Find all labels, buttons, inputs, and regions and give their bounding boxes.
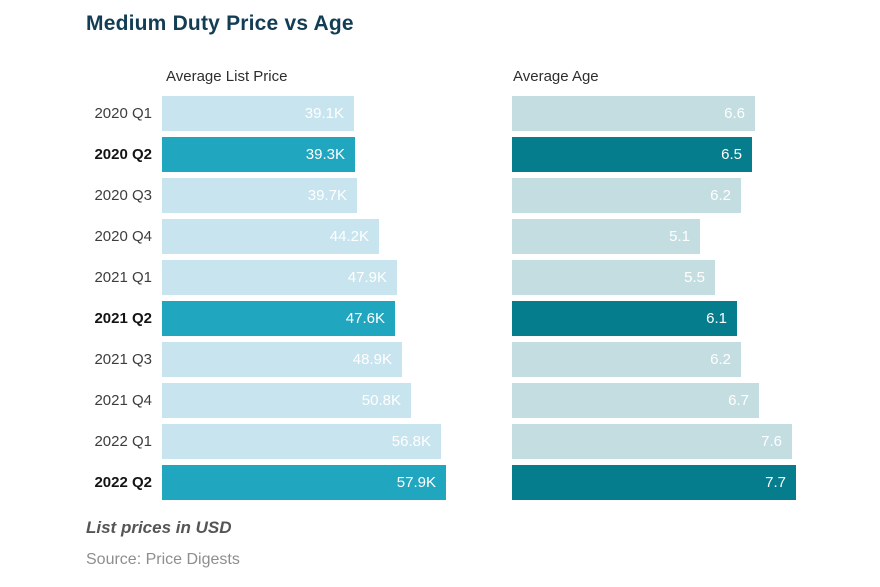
age-bar: 6.1 — [512, 301, 737, 336]
chart-row: 2020 Q4 44.2K 5.1 — [86, 219, 846, 254]
age-bar: 6.2 — [512, 178, 741, 213]
quarter-label: 2021 Q2 — [94, 310, 152, 327]
quarter-label: 2021 Q1 — [94, 269, 152, 286]
price-column-header: Average List Price — [166, 68, 288, 85]
bar-value: 47.9K — [347, 269, 387, 286]
age-bar: 6.5 — [512, 137, 752, 172]
bar-value: 39.3K — [305, 146, 345, 163]
bar-value: 6.1 — [706, 310, 727, 327]
price-bar: 48.9K — [162, 342, 402, 377]
bar-value: 5.1 — [669, 228, 690, 245]
quarter-label: 2022 Q2 — [94, 474, 152, 491]
bar-value: 5.5 — [684, 269, 705, 286]
page-title: Medium Duty Price vs Age — [86, 12, 354, 35]
price-bar: 47.6K — [162, 301, 395, 336]
age-bar: 6.2 — [512, 342, 741, 377]
chart-row: 2020 Q1 39.1K 6.6 — [86, 96, 846, 131]
chart-row: 2021 Q4 50.8K 6.7 — [86, 383, 846, 418]
chart-row: 2020 Q2 39.3K 6.5 — [86, 137, 846, 172]
chart-row: 2022 Q1 56.8K 7.6 — [86, 424, 846, 459]
chart-row: 2021 Q3 48.9K 6.2 — [86, 342, 846, 377]
bar-value: 6.2 — [710, 187, 731, 204]
quarter-label: 2020 Q4 — [94, 228, 152, 245]
price-bar: 57.9K — [162, 465, 446, 500]
price-bar: 56.8K — [162, 424, 441, 459]
bar-value: 6.5 — [721, 146, 742, 163]
age-bar: 6.6 — [512, 96, 755, 131]
bar-value: 6.6 — [724, 105, 745, 122]
bar-chart-rows: 2020 Q1 39.1K 6.6 2020 Q2 39.3K 6.5 2020 Q3 39.… — [86, 96, 846, 506]
chart-row: 2021 Q2 47.6K 6.1 — [86, 301, 846, 336]
quarter-label: 2021 Q3 — [94, 351, 152, 368]
bar-value: 48.9K — [352, 351, 392, 368]
chart-row: 2021 Q1 47.9K 5.5 — [86, 260, 846, 295]
bar-value: 56.8K — [391, 433, 431, 450]
bar-value: 39.1K — [304, 105, 344, 122]
bar-value: 39.7K — [307, 187, 347, 204]
price-bar: 44.2K — [162, 219, 379, 254]
age-bar: 6.7 — [512, 383, 759, 418]
bar-value: 50.8K — [361, 392, 401, 409]
quarter-label: 2020 Q3 — [94, 187, 152, 204]
age-bar: 5.1 — [512, 219, 700, 254]
bar-value: 7.7 — [765, 474, 786, 491]
chart-source: Source: Price Digests — [86, 551, 240, 568]
price-bar: 47.9K — [162, 260, 397, 295]
bar-value: 7.6 — [761, 433, 782, 450]
chart-row: 2020 Q3 39.7K 6.2 — [86, 178, 846, 213]
bar-value: 47.6K — [345, 310, 385, 327]
bar-value: 57.9K — [396, 474, 436, 491]
age-bar: 7.7 — [512, 465, 796, 500]
price-bar: 39.7K — [162, 178, 357, 213]
bar-value: 6.7 — [728, 392, 749, 409]
quarter-label: 2020 Q1 — [94, 105, 152, 122]
quarter-label: 2022 Q1 — [94, 433, 152, 450]
chart-note: List prices in USD — [86, 518, 232, 537]
price-bar: 39.3K — [162, 137, 355, 172]
age-column-header: Average Age — [513, 68, 599, 85]
age-bar: 7.6 — [512, 424, 792, 459]
age-bar: 5.5 — [512, 260, 715, 295]
price-bar: 39.1K — [162, 96, 354, 131]
bar-value: 6.2 — [710, 351, 731, 368]
quarter-label: 2020 Q2 — [94, 146, 152, 163]
quarter-label: 2021 Q4 — [94, 392, 152, 409]
price-bar: 50.8K — [162, 383, 411, 418]
chart-row: 2022 Q2 57.9K 7.7 — [86, 465, 846, 500]
bar-value: 44.2K — [329, 228, 369, 245]
